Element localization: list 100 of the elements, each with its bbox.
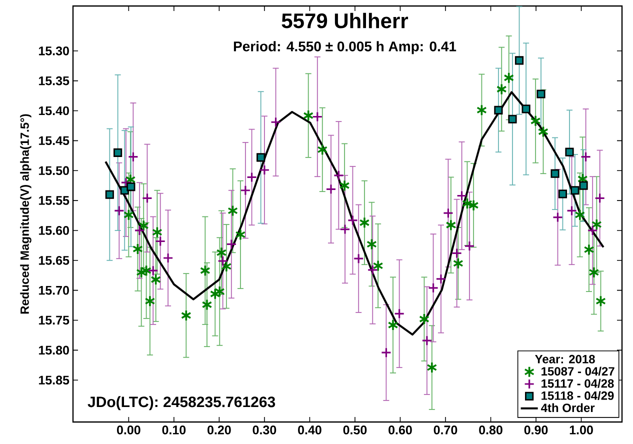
point	[462, 198, 472, 210]
legend-label: 15118 - 04/29	[542, 391, 614, 400]
point	[388, 319, 398, 331]
point	[210, 288, 220, 300]
point	[162, 252, 174, 264]
point	[317, 144, 328, 156]
point	[259, 164, 270, 176]
point	[584, 244, 594, 256]
point	[476, 104, 487, 116]
y-tick-label: 15.30	[38, 46, 69, 56]
x-tick-label: 0.90	[524, 426, 548, 434]
point	[588, 266, 600, 278]
point	[240, 185, 251, 196]
line-series	[104, 91, 604, 336]
point	[142, 192, 153, 204]
point	[303, 110, 314, 122]
x-tick-label: 0.30	[252, 426, 276, 434]
point	[436, 274, 446, 284]
point	[456, 190, 468, 202]
legend-label: 15087 - 04/27	[542, 366, 614, 376]
point	[150, 274, 162, 286]
y-tick-label: 15.60	[38, 226, 69, 235]
y-tick-label: 15.85	[38, 376, 70, 385]
point	[218, 256, 228, 266]
point	[126, 182, 136, 192]
point	[353, 253, 364, 264]
chart-title: 5579 Uhlherr	[282, 12, 408, 28]
point	[550, 169, 560, 178]
point	[508, 114, 517, 124]
y-tick-label: 15.40	[38, 106, 69, 116]
point	[114, 205, 124, 216]
point	[504, 72, 514, 84]
point	[202, 298, 212, 311]
point	[235, 228, 246, 241]
point	[565, 148, 574, 156]
x-tick-label: 1.00	[570, 426, 593, 434]
point	[418, 313, 430, 325]
point	[452, 257, 464, 270]
point	[134, 225, 145, 236]
x-tick-label: 0.20	[208, 426, 231, 434]
point	[221, 260, 232, 272]
point	[339, 180, 350, 192]
point	[372, 260, 384, 272]
point	[452, 248, 462, 259]
point	[496, 83, 507, 96]
point	[566, 205, 578, 216]
point	[216, 246, 227, 259]
point	[155, 236, 166, 247]
point	[152, 226, 162, 238]
point	[446, 219, 456, 231]
point	[574, 209, 586, 221]
point	[141, 264, 152, 276]
y-tick-label: 15.70	[38, 286, 69, 295]
point	[326, 184, 336, 194]
y-tick-label: 15.55	[38, 196, 70, 205]
y-axis-title: Reduced Magnitude(V) alpha(17.5°)	[20, 114, 32, 314]
text: Period: 4.550 ± 0.005 h Amp: 0.41	[234, 41, 456, 54]
point	[366, 238, 377, 250]
point	[312, 111, 323, 122]
point	[228, 204, 238, 217]
point	[226, 238, 237, 250]
x-tick-label: 0.10	[162, 426, 186, 434]
point	[587, 225, 598, 236]
point	[120, 177, 132, 188]
point	[148, 265, 158, 276]
point	[144, 295, 156, 307]
point	[514, 56, 524, 65]
y-tick-label: 15.45	[38, 136, 70, 146]
point	[380, 347, 392, 358]
legend-label: 4th Order	[540, 403, 595, 412]
point	[422, 335, 432, 346]
x-tick-label: 0.60	[388, 426, 412, 434]
x-tick-label: 0.50	[343, 426, 367, 434]
y-tick-label: 15.35	[38, 76, 70, 86]
point	[200, 264, 210, 276]
point	[594, 192, 606, 204]
point	[180, 310, 192, 322]
point	[256, 153, 266, 162]
point	[214, 286, 225, 298]
annotation: JDo(LTC): 2458235.761263	[88, 396, 276, 410]
point	[270, 116, 282, 128]
point	[138, 220, 149, 232]
x-tick-label: 0.70	[434, 426, 458, 434]
x-tick-label: 0.40	[298, 426, 322, 434]
point	[464, 240, 475, 252]
point	[347, 214, 358, 226]
point	[394, 308, 405, 319]
point	[468, 199, 479, 212]
point	[132, 243, 143, 255]
point	[522, 104, 530, 114]
point	[570, 186, 580, 195]
point	[442, 208, 454, 218]
point	[246, 172, 258, 182]
point	[123, 209, 134, 221]
y-tick-label: 15.75	[38, 316, 70, 325]
y-tick-label: 15.50	[38, 166, 69, 176]
point	[128, 152, 138, 162]
point	[530, 115, 541, 127]
point	[105, 190, 114, 199]
point	[579, 181, 588, 190]
